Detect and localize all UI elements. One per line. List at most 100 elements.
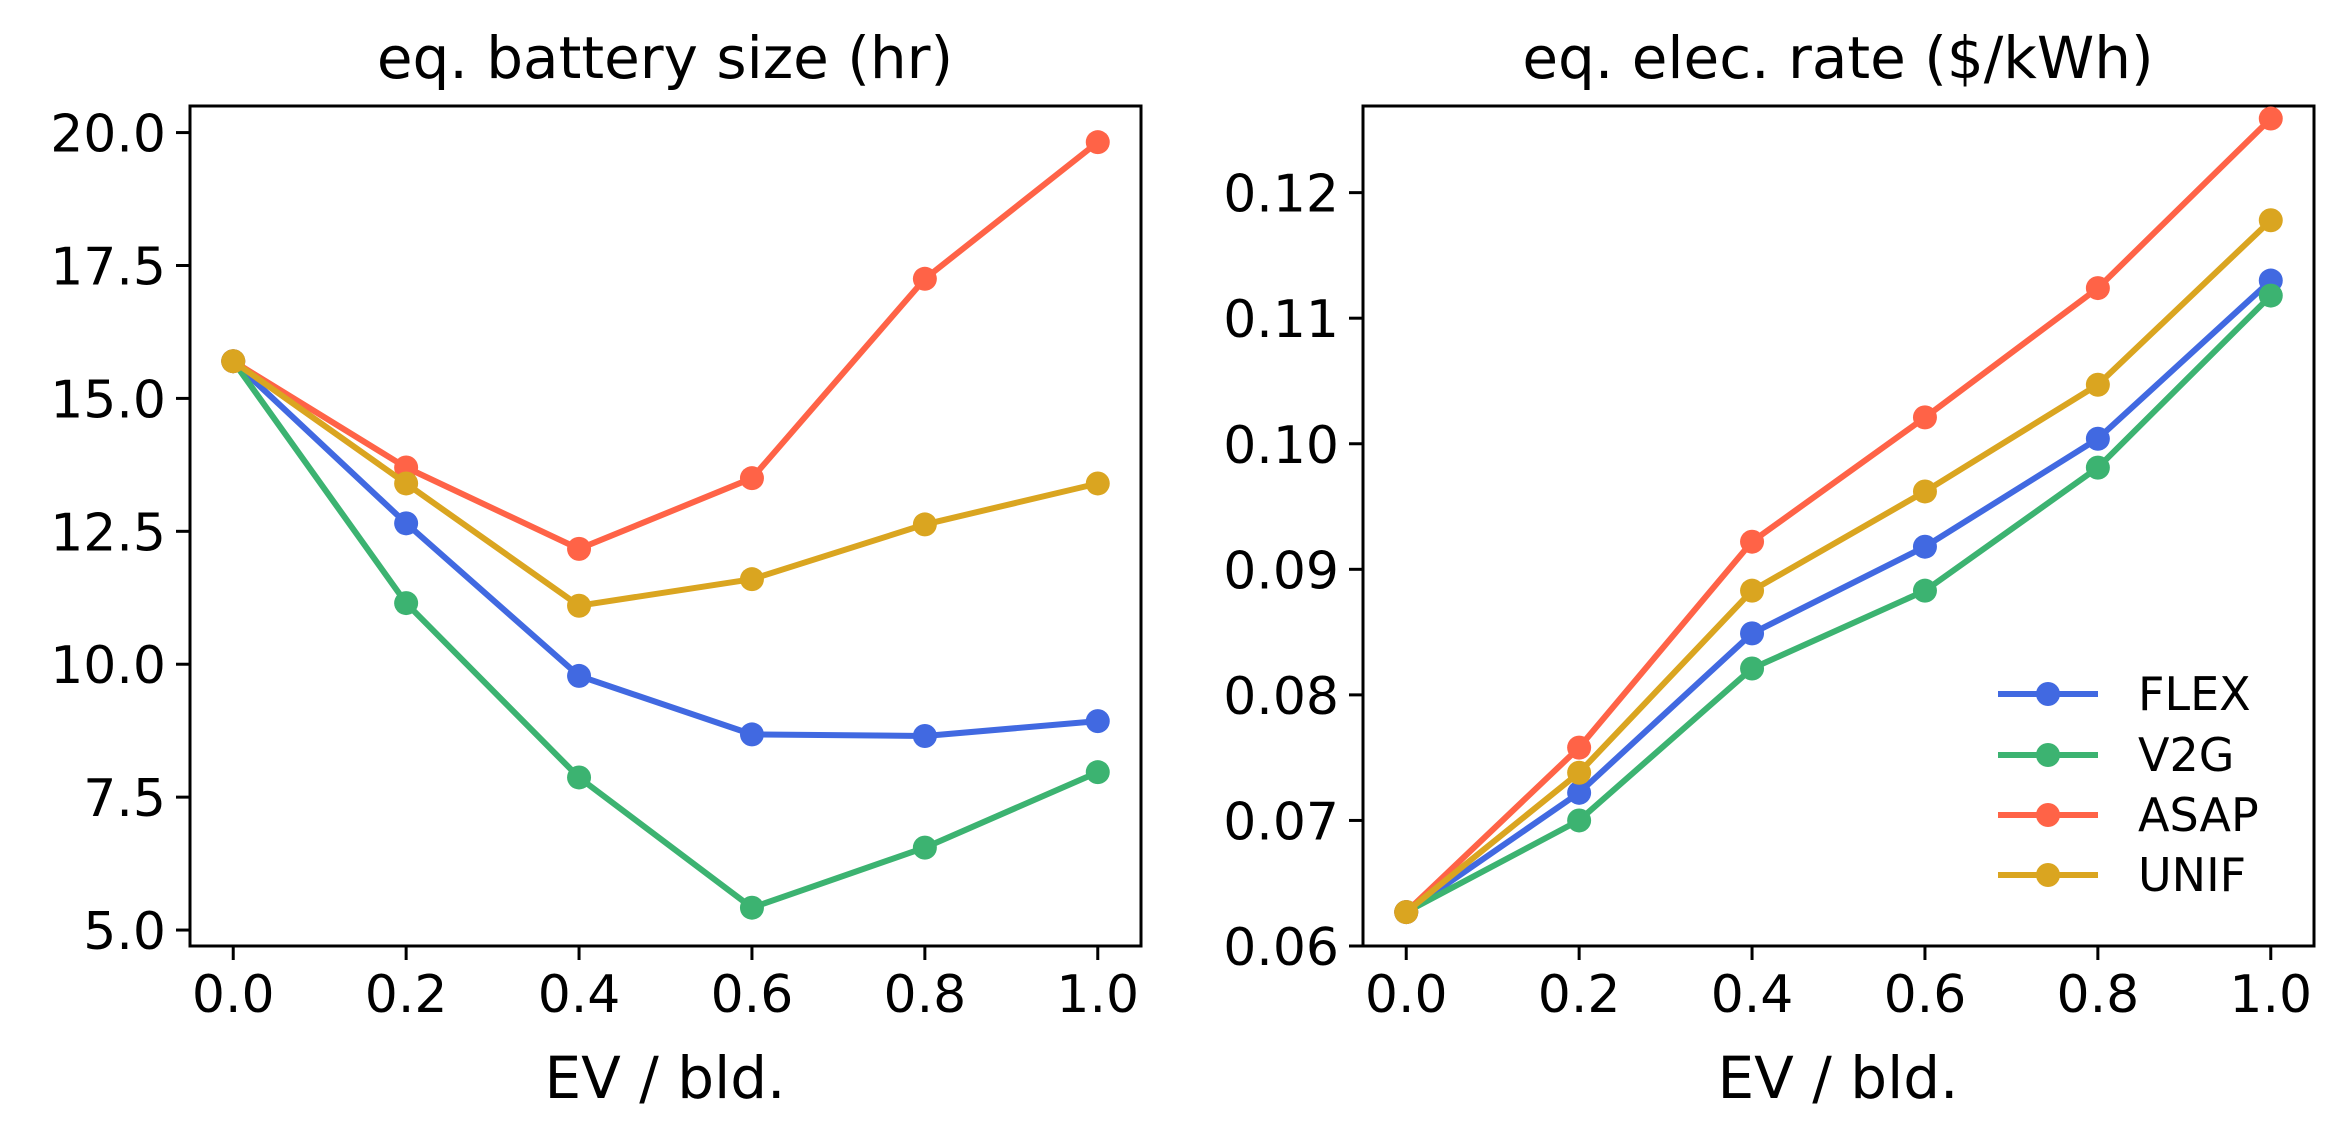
data-point-v2g bbox=[1740, 656, 1765, 681]
x-tick-label: 1.0 bbox=[1056, 965, 1139, 1025]
legend-marker bbox=[2036, 803, 2060, 827]
data-point-flex bbox=[394, 511, 419, 536]
x-tick-label: 0.8 bbox=[2057, 965, 2140, 1025]
series-line-flex bbox=[231, 359, 1099, 739]
data-point-v2g bbox=[1912, 578, 1937, 603]
series-line-v2g bbox=[230, 359, 1099, 911]
series-line-asap bbox=[1404, 116, 2273, 915]
y-tick-label: 5.0 bbox=[83, 902, 166, 962]
y-ticks: 0.06 0.07 0.08 0.09 0.10 0.11 0.12 bbox=[1223, 165, 1363, 978]
chart-title: eq. elec. rate ($/kWh) bbox=[1522, 24, 2153, 92]
y-tick-label: 0.11 bbox=[1223, 290, 1339, 350]
data-point-unif bbox=[1740, 578, 1765, 603]
x-tick-label: 0.0 bbox=[192, 965, 275, 1025]
data-point-asap bbox=[2085, 276, 2110, 301]
plot-frame bbox=[1361, 104, 2316, 948]
series-group bbox=[221, 130, 1110, 920]
y-tick-label: 10.0 bbox=[50, 636, 166, 696]
data-point-v2g bbox=[2258, 283, 2283, 308]
data-point-v2g bbox=[912, 835, 937, 860]
y-tick-label: 17.5 bbox=[50, 237, 166, 297]
y-tick-label: 15.0 bbox=[50, 370, 166, 430]
data-point-v2g bbox=[1567, 808, 1592, 833]
y-tick-label: 0.10 bbox=[1223, 416, 1339, 476]
y-tick-label: 0.09 bbox=[1223, 541, 1339, 601]
data-point-unif bbox=[912, 512, 937, 537]
data-point-v2g bbox=[567, 765, 592, 790]
data-point-unif bbox=[739, 567, 764, 592]
data-point-asap bbox=[1567, 735, 1592, 760]
data-point-v2g bbox=[739, 895, 764, 920]
legend-item-unif: UNIF bbox=[1998, 848, 2246, 902]
elec-rate-chart: eq. elec. rate ($/kWh) EV / bld. 0.0 0.2 0… bbox=[1223, 24, 2316, 1112]
legend-item-asap: ASAP bbox=[1998, 788, 2259, 842]
x-tick-label: 0.6 bbox=[711, 965, 794, 1025]
data-point-asap bbox=[912, 266, 937, 291]
plot-frame bbox=[188, 104, 1143, 948]
data-point-unif bbox=[1567, 760, 1592, 785]
legend-marker bbox=[2036, 743, 2060, 767]
legend-marker bbox=[2036, 863, 2060, 887]
x-tick-label: 1.0 bbox=[2229, 965, 2312, 1025]
y-tick-label: 7.5 bbox=[83, 769, 166, 829]
data-point-unif bbox=[1912, 479, 1937, 504]
data-point-flex bbox=[1912, 534, 1937, 559]
data-point-unif bbox=[1394, 900, 1419, 925]
battery-size-chart: eq. battery size (hr) EV / bld. 0.0 0.2 0.… bbox=[50, 24, 1143, 1112]
x-axis-label: EV / bld. bbox=[545, 1044, 786, 1112]
y-tick-label: 20.0 bbox=[50, 105, 166, 165]
series-line-unif bbox=[231, 358, 1099, 609]
legend-item-v2g: V2G bbox=[1998, 728, 2234, 782]
x-tick-label: 0.2 bbox=[1538, 965, 1621, 1025]
data-point-flex bbox=[912, 724, 937, 748]
x-tick-label: 0.0 bbox=[1365, 965, 1448, 1025]
series-line-flex bbox=[1404, 278, 2273, 915]
data-point-asap bbox=[739, 466, 764, 491]
y-tick-label: 0.07 bbox=[1223, 792, 1339, 852]
data-point-unif bbox=[2085, 372, 2110, 397]
legend-item-flex: FLEX bbox=[1998, 667, 2251, 721]
legend: FLEX V2G ASAP UNIF bbox=[1998, 667, 2259, 902]
data-point-v2g bbox=[1085, 760, 1110, 785]
chart-title: eq. battery size (hr) bbox=[377, 24, 953, 92]
x-tick-label: 0.4 bbox=[1711, 965, 1794, 1025]
x-ticks: 0.0 0.2 0.4 0.6 0.8 1.0 bbox=[192, 946, 1139, 1025]
data-point-v2g bbox=[2085, 455, 2110, 480]
data-point-asap bbox=[1085, 130, 1110, 155]
legend-label: ASAP bbox=[2138, 788, 2259, 842]
legend-label: UNIF bbox=[2138, 848, 2246, 902]
x-ticks: 0.0 0.2 0.4 0.6 0.8 1.0 bbox=[1365, 946, 2312, 1025]
y-tick-label: 12.5 bbox=[50, 503, 166, 563]
legend-label: V2G bbox=[2138, 728, 2234, 782]
x-axis-label: EV / bld. bbox=[1718, 1044, 1959, 1112]
y-tick-label: 0.06 bbox=[1223, 918, 1339, 978]
series-line-unif bbox=[1404, 218, 2273, 915]
x-tick-label: 0.8 bbox=[884, 965, 967, 1025]
legend-marker bbox=[2036, 682, 2060, 706]
series-group bbox=[1394, 106, 2283, 925]
data-point-unif bbox=[2258, 208, 2283, 233]
data-point-unif bbox=[1085, 471, 1110, 496]
data-point-asap bbox=[567, 536, 592, 561]
legend-label: FLEX bbox=[2138, 667, 2251, 721]
series-line-v2g bbox=[1404, 293, 2273, 915]
y-tick-label: 0.12 bbox=[1223, 165, 1339, 225]
y-ticks: 5.0 7.5 10.0 12.5 15.0 17.5 20.0 bbox=[50, 105, 190, 962]
y-tick-label: 0.08 bbox=[1223, 667, 1339, 727]
data-point-asap bbox=[1740, 529, 1765, 554]
series-line-asap bbox=[231, 139, 1100, 552]
x-tick-label: 0.6 bbox=[1884, 965, 1967, 1025]
data-point-flex bbox=[567, 663, 592, 688]
data-point-unif bbox=[394, 471, 419, 496]
x-tick-label: 0.4 bbox=[538, 965, 621, 1025]
data-point-flex bbox=[739, 722, 764, 747]
data-point-unif bbox=[221, 349, 246, 374]
x-tick-label: 0.2 bbox=[365, 965, 448, 1025]
data-point-flex bbox=[1740, 621, 1765, 646]
data-point-unif bbox=[567, 593, 592, 618]
data-point-v2g bbox=[394, 591, 419, 616]
data-point-flex bbox=[1567, 780, 1592, 805]
data-point-asap bbox=[2258, 106, 2283, 131]
data-point-flex bbox=[2085, 426, 2110, 451]
